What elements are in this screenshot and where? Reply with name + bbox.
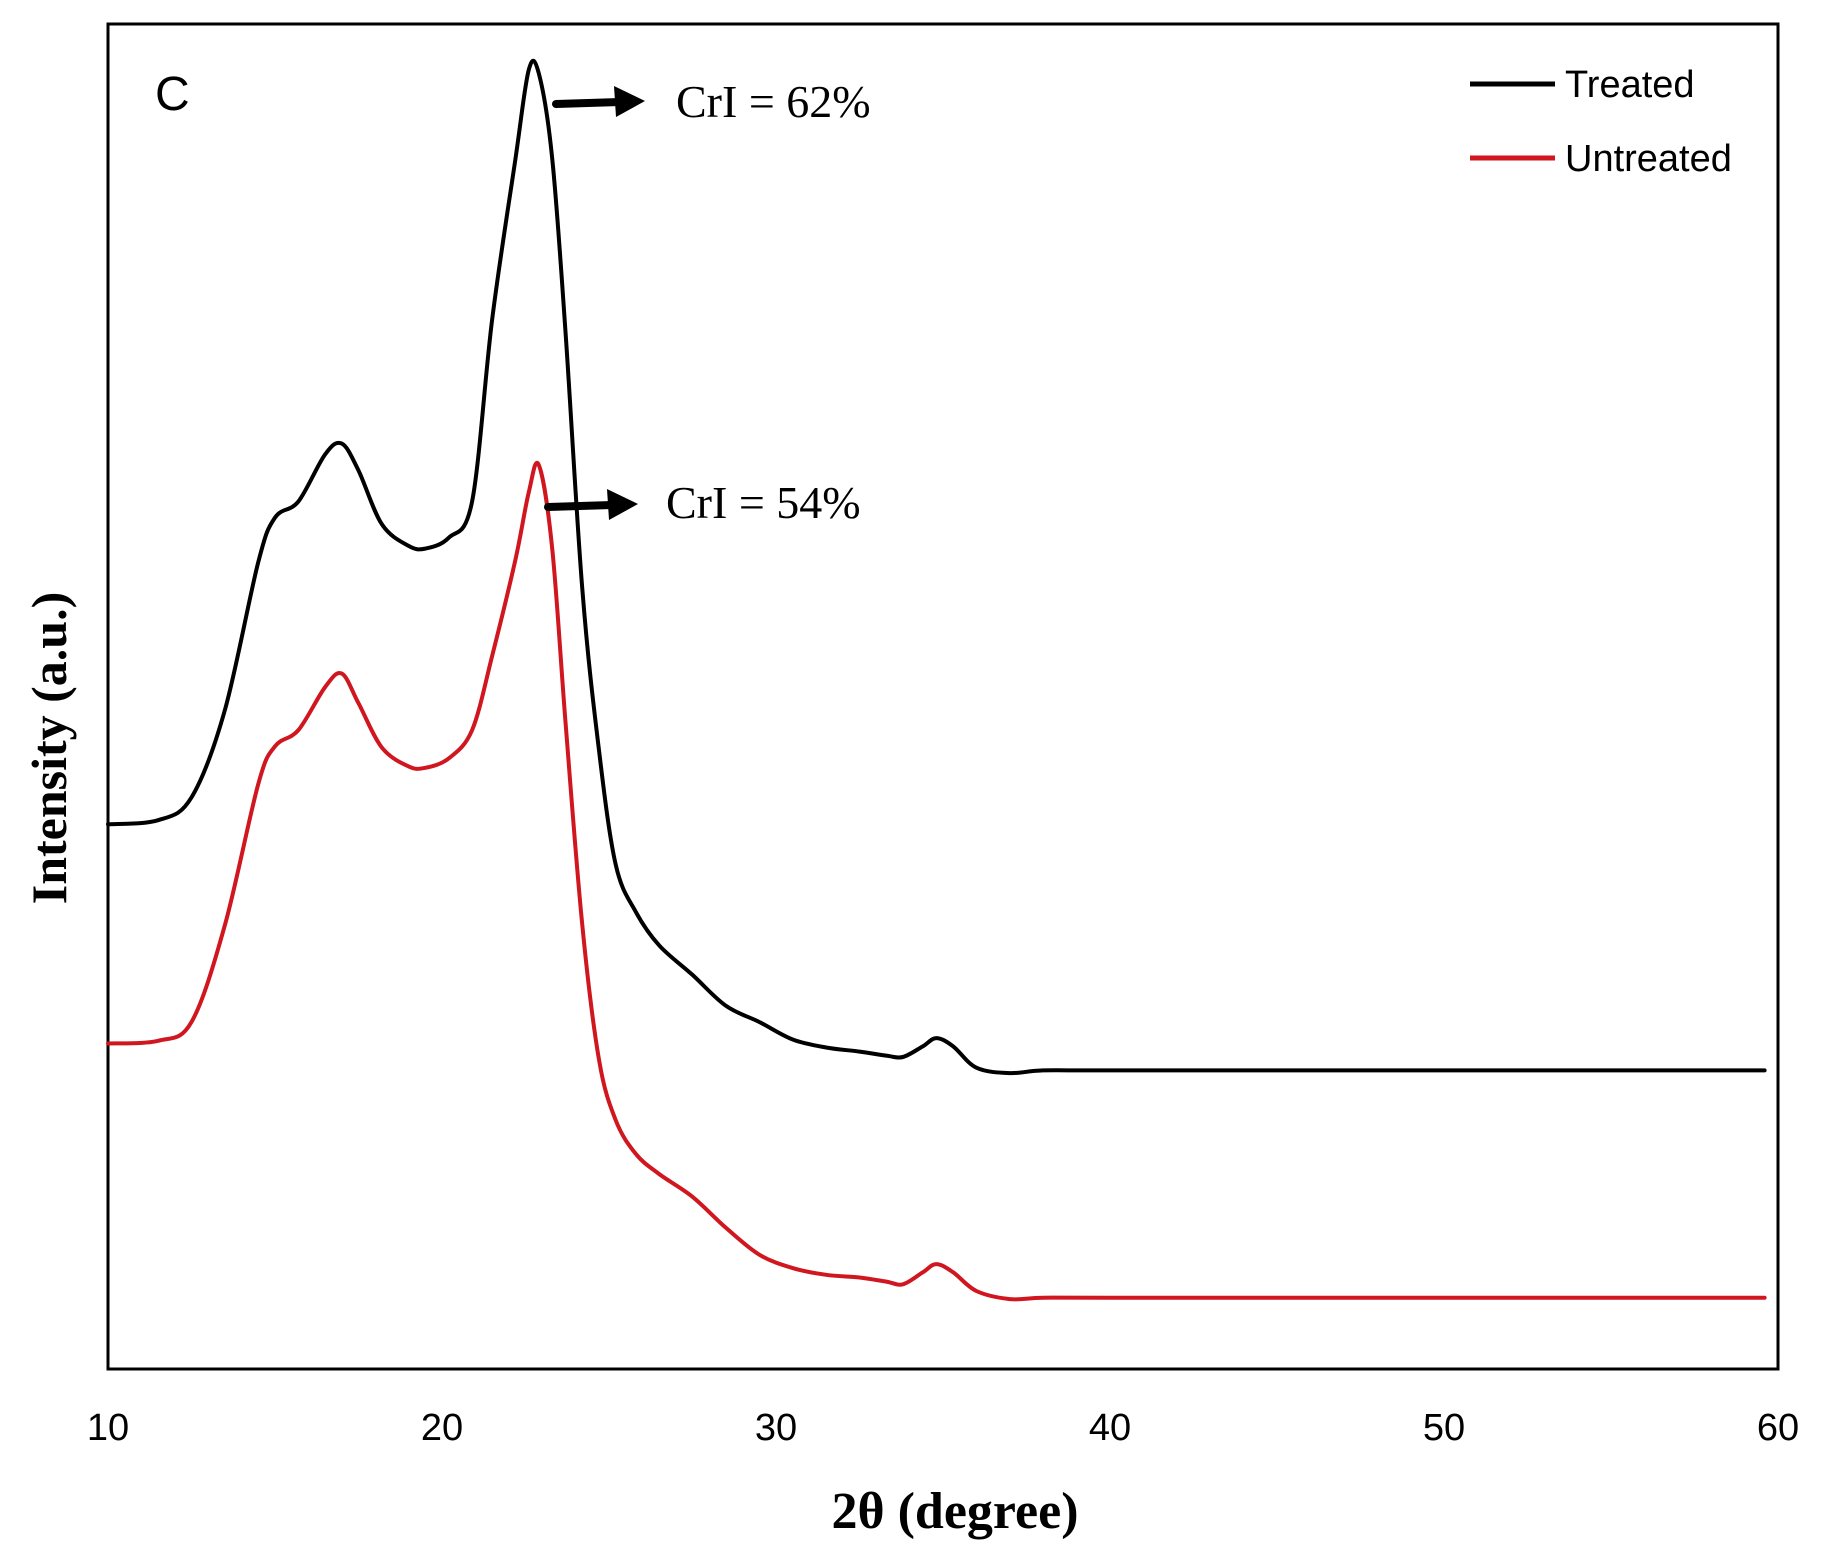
annotation-crI-treated: CrI = 62% [676, 76, 871, 127]
annotation-arrow-untreated-shaft [544, 501, 616, 511]
plot-frame [106, 22, 1780, 1371]
annotation-crI-untreated: CrI = 54% [666, 477, 861, 528]
x-tick-label: 40 [1089, 1407, 1131, 1449]
annotations: CrI = 62% CrI = 54% [544, 76, 871, 528]
series-line-treated [106, 58, 1767, 1076]
legend-label-treated: Treated [1565, 64, 1695, 106]
legend: Treated Untreated [1470, 64, 1732, 180]
y-axis-title: Intensity (a.u.) [21, 592, 77, 905]
x-axis-ticks: 10 20 30 40 50 60 [87, 1407, 1799, 1449]
x-tick-label: 60 [1757, 1407, 1799, 1449]
annotation-arrow-treated-shaft [552, 98, 624, 108]
panel-label: C [155, 68, 190, 121]
x-axis-title: 2θ (degree) [831, 1483, 1078, 1540]
x-tick-label: 50 [1423, 1407, 1465, 1449]
annotation-arrow-treated-head [614, 86, 645, 117]
x-tick-label: 10 [87, 1407, 129, 1449]
x-tick-label: 20 [421, 1407, 463, 1449]
legend-label-untreated: Untreated [1565, 138, 1732, 180]
annotation-arrow-untreated-head [607, 489, 638, 520]
x-tick-label: 30 [755, 1407, 797, 1449]
series-line-untreated [106, 460, 1767, 1302]
